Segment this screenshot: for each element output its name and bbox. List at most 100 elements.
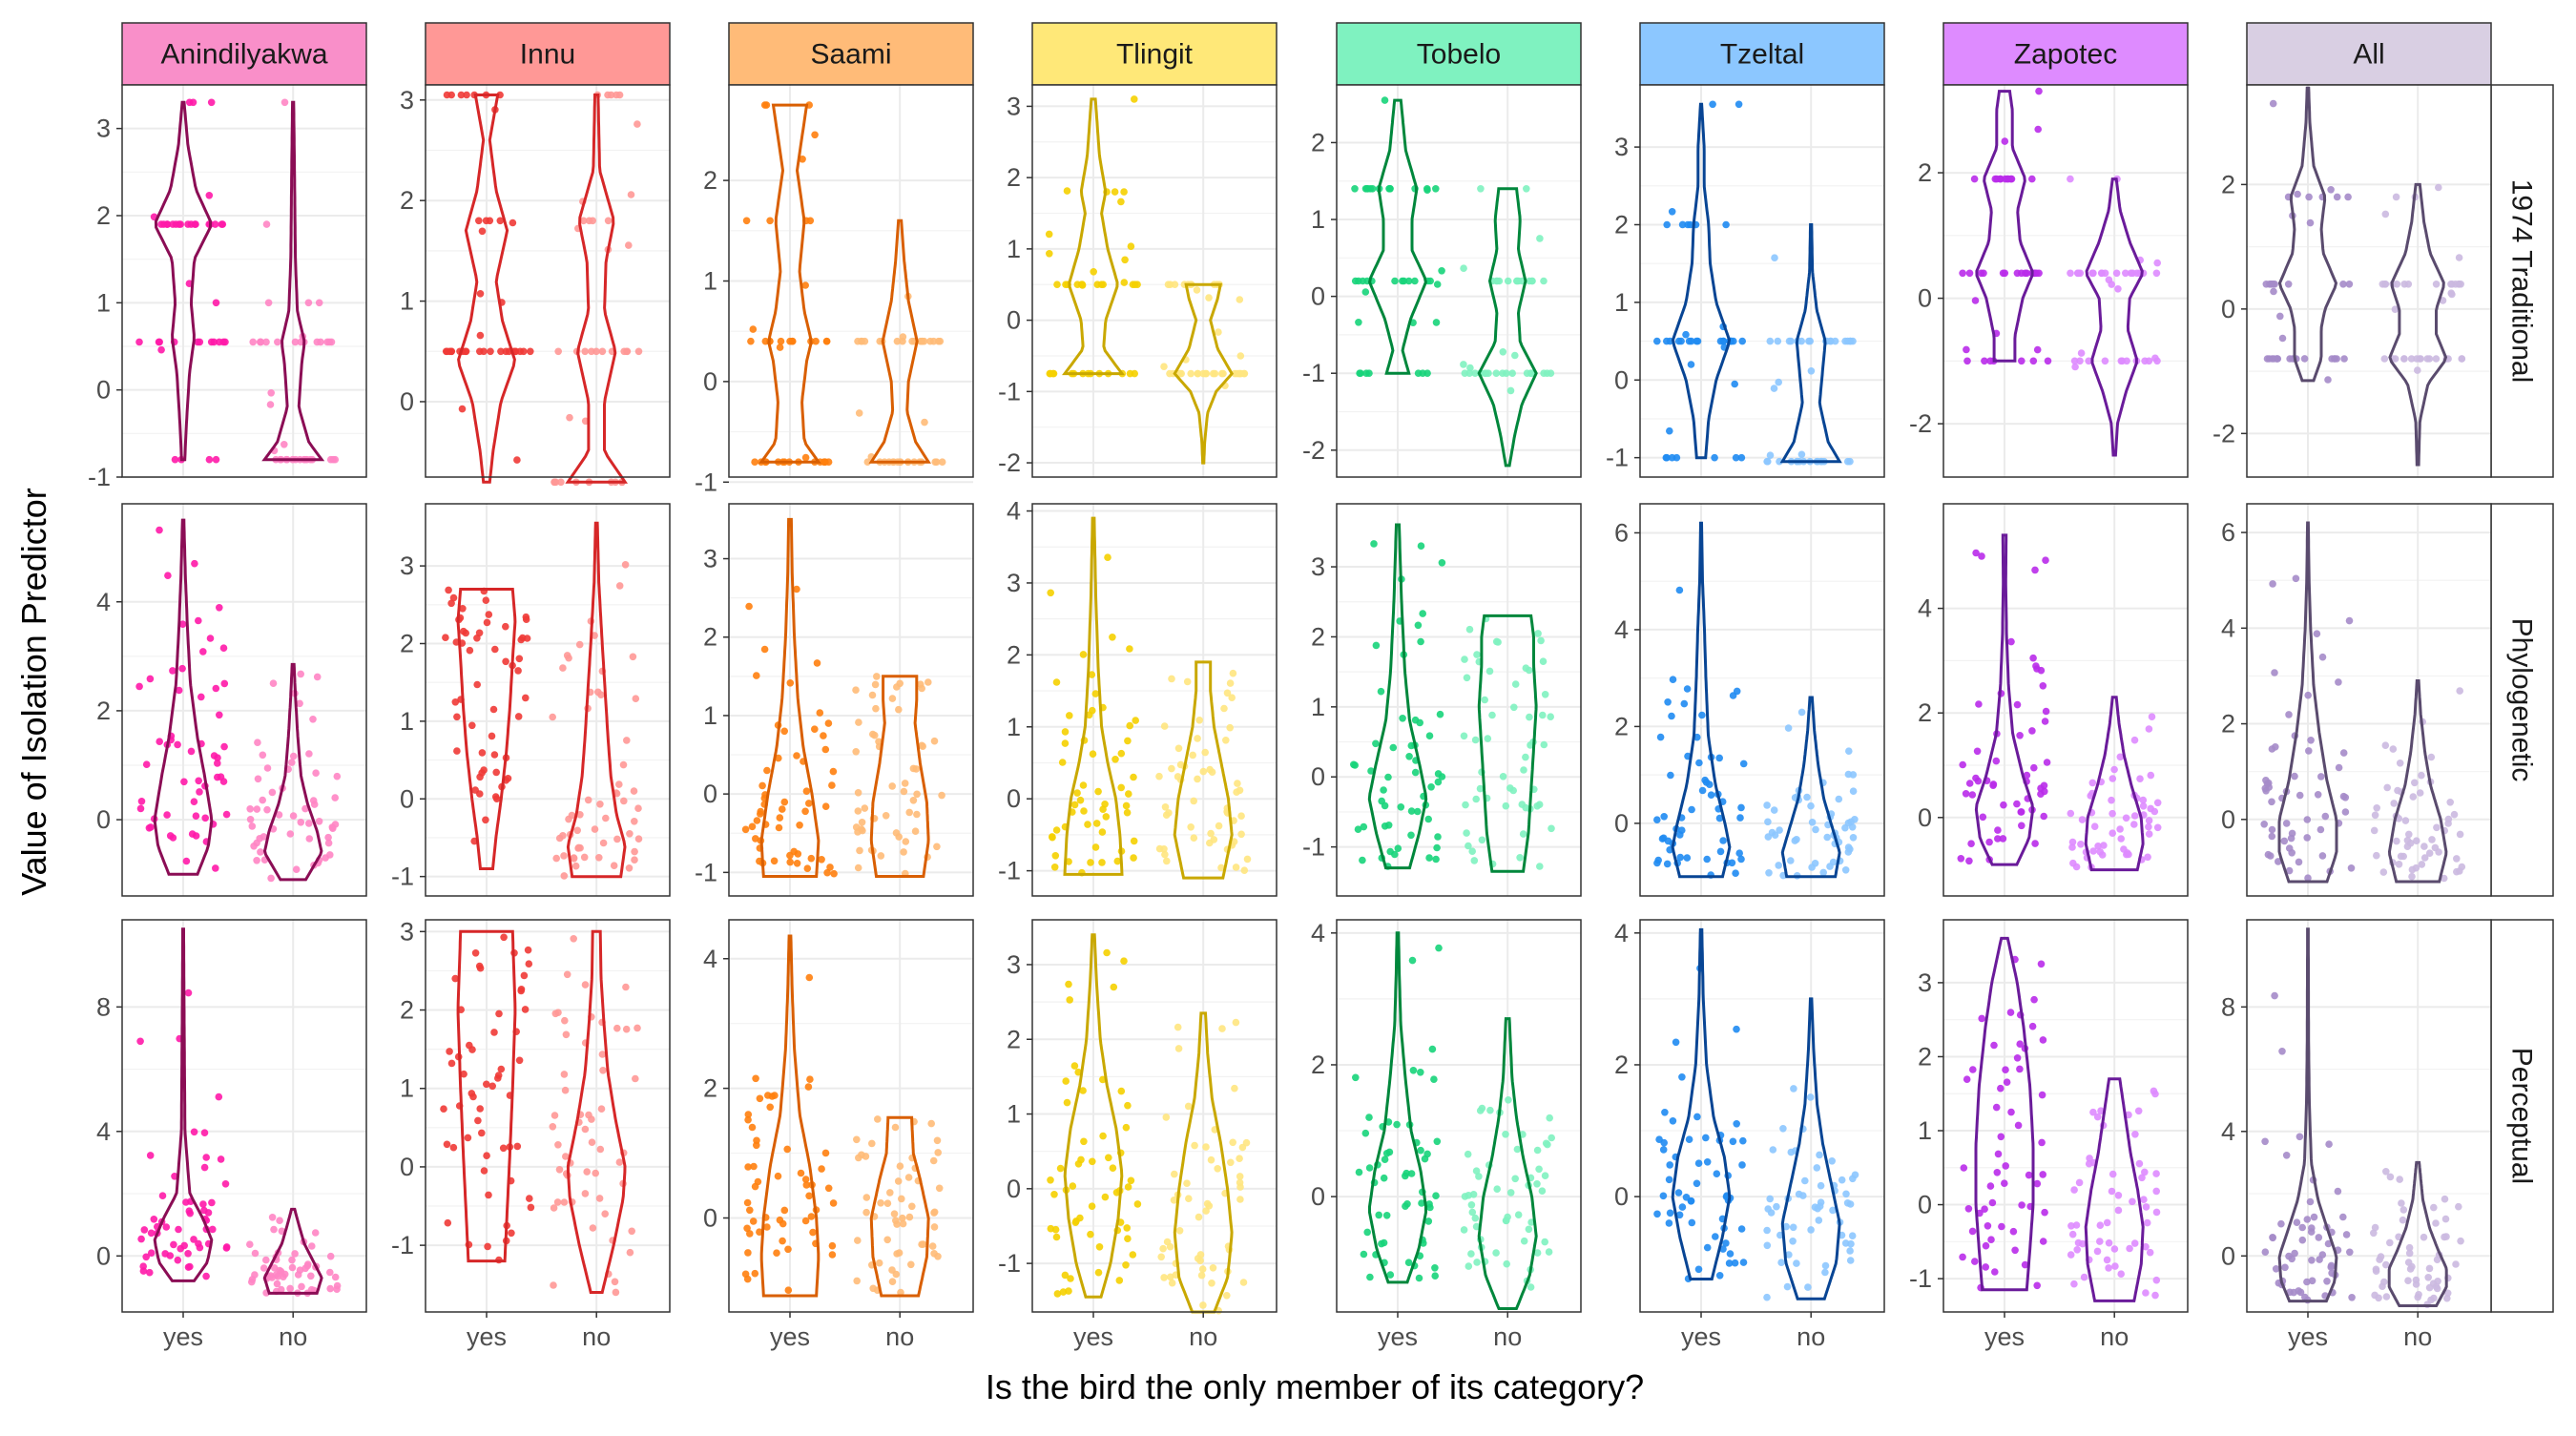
data-point-yes xyxy=(1694,1159,1703,1167)
data-point-yes xyxy=(2298,1223,2306,1232)
data-point-no xyxy=(634,347,643,356)
data-point-no xyxy=(1465,625,1474,634)
data-point-yes xyxy=(1737,1225,1746,1233)
data-point-yes xyxy=(2324,1239,2333,1248)
data-point-no xyxy=(583,1168,591,1176)
data-point-no xyxy=(1773,1202,1780,1211)
data-point-yes xyxy=(443,91,451,99)
data-point-no xyxy=(1461,656,1468,663)
data-point-yes xyxy=(1062,1077,1070,1085)
data-point-no xyxy=(1513,1145,1522,1154)
data-point-no xyxy=(2407,355,2416,363)
violin-yes xyxy=(2277,927,2338,1303)
data-point-no xyxy=(1511,351,1519,360)
data-point-yes xyxy=(217,1155,225,1163)
data-point-yes xyxy=(2342,1231,2351,1238)
x-tick-label-no: no xyxy=(2403,1322,2432,1351)
data-point-no xyxy=(1232,1018,1240,1027)
data-point-no xyxy=(248,1276,257,1283)
data-point-no xyxy=(1817,1181,1825,1190)
data-point-no xyxy=(2404,281,2413,288)
data-point-yes xyxy=(1087,1230,1094,1238)
data-point-yes xyxy=(190,1236,197,1243)
data-point-yes xyxy=(829,1199,838,1207)
data-point-yes xyxy=(2013,700,2022,709)
data-point-yes xyxy=(2280,837,2289,845)
panel-border xyxy=(1031,503,1278,897)
data-point-no xyxy=(1522,803,1529,812)
data-point-yes xyxy=(473,680,482,689)
data-point-yes xyxy=(764,1092,772,1099)
data-point-no xyxy=(1797,450,1806,459)
y-tick-label: 1 xyxy=(1311,693,1325,721)
data-point-no xyxy=(1812,825,1819,834)
data-point-yes xyxy=(818,1165,825,1173)
data-point-yes xyxy=(2000,801,2007,809)
y-tick-label: 2 xyxy=(1311,1051,1325,1079)
data-point-yes xyxy=(2327,186,2335,194)
y-tick-label: 0 xyxy=(1918,803,1932,832)
data-point-yes xyxy=(1360,1250,1368,1259)
data-point-no xyxy=(604,217,613,225)
data-point-yes xyxy=(485,1191,492,1199)
data-point-no xyxy=(260,1264,268,1272)
data-point-yes xyxy=(1407,1170,1416,1177)
data-point-yes xyxy=(457,91,466,99)
data-point-yes xyxy=(1053,1290,1062,1298)
data-point-yes xyxy=(2034,125,2042,134)
data-point-no xyxy=(2088,269,2097,278)
data-point-no xyxy=(571,862,580,870)
data-point-yes xyxy=(2307,1228,2316,1236)
panel-border xyxy=(1942,919,2189,1313)
data-point-yes xyxy=(811,725,819,733)
data-point-no xyxy=(1775,862,1782,869)
data-point-yes xyxy=(1672,1038,1680,1047)
data-point-no xyxy=(2088,779,2097,787)
data-point-yes xyxy=(824,1184,833,1193)
data-point-yes xyxy=(1666,1161,1673,1169)
data-point-yes xyxy=(1076,1214,1084,1222)
data-point-yes xyxy=(2037,666,2046,675)
data-point-yes xyxy=(813,659,821,667)
data-point-no xyxy=(1174,1045,1183,1052)
data-point-no xyxy=(1237,830,1245,839)
data-point-no xyxy=(1819,868,1827,877)
data-point-yes xyxy=(166,832,175,840)
data-point-yes xyxy=(1076,796,1085,804)
data-point-yes xyxy=(2327,1261,2336,1270)
data-point-yes xyxy=(1675,586,1684,594)
y-tick-label: 0 xyxy=(96,1241,111,1270)
data-point-yes xyxy=(1733,687,1741,696)
data-point-no xyxy=(888,1278,897,1285)
data-point-yes xyxy=(475,962,484,970)
data-point-yes xyxy=(1438,559,1446,567)
data-point-yes xyxy=(182,857,191,865)
data-point-no xyxy=(1492,1249,1500,1257)
data-point-no xyxy=(2395,861,2403,868)
data-point-yes xyxy=(1115,1277,1124,1284)
data-point-yes xyxy=(1428,1045,1437,1053)
data-point-yes xyxy=(187,747,196,756)
data-point-yes xyxy=(2301,1293,2309,1301)
data-point-yes xyxy=(1963,357,1971,365)
data-point-yes xyxy=(2296,1133,2304,1141)
data-point-yes xyxy=(221,1180,230,1188)
data-point-yes xyxy=(1380,1174,1388,1182)
data-point-yes xyxy=(1992,757,2001,765)
data-point-yes xyxy=(475,217,483,225)
data-point-yes xyxy=(1066,996,1073,1004)
data-point-no xyxy=(2153,823,2162,832)
data-point-yes xyxy=(2269,1234,2276,1242)
data-point-no xyxy=(2420,854,2429,862)
data-point-yes xyxy=(2016,1040,2024,1048)
data-point-no xyxy=(329,455,338,464)
x-tick-label-yes: yes xyxy=(2288,1322,2328,1351)
data-point-no xyxy=(296,699,303,708)
data-point-no xyxy=(250,843,258,850)
data-point-yes xyxy=(801,453,810,462)
data-point-no xyxy=(286,830,295,838)
data-point-yes xyxy=(818,856,825,864)
data-point-yes xyxy=(2042,556,2049,564)
data-point-yes xyxy=(1109,1164,1117,1172)
y-tick-label: 0 xyxy=(1007,1175,1021,1203)
